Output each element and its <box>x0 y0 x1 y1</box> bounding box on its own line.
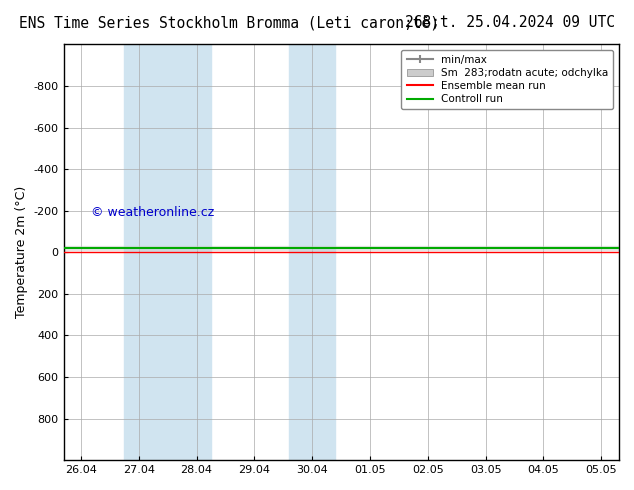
Bar <box>124 45 211 460</box>
Text: © weatheronline.cz: © weatheronline.cz <box>91 206 214 219</box>
Legend: min/max, Sm  283;rodatn acute; odchylka, Ensemble mean run, Controll run: min/max, Sm 283;rodatn acute; odchylka, … <box>401 49 613 109</box>
Text: ENS Time Series Stockholm Bromma (Leti caron;tě): ENS Time Series Stockholm Bromma (Leti c… <box>19 15 439 30</box>
Text: 268;t. 25.04.2024 09 UTC: 268;t. 25.04.2024 09 UTC <box>405 15 615 30</box>
Bar <box>289 45 335 460</box>
Y-axis label: Temperature 2m (°C): Temperature 2m (°C) <box>15 186 28 318</box>
